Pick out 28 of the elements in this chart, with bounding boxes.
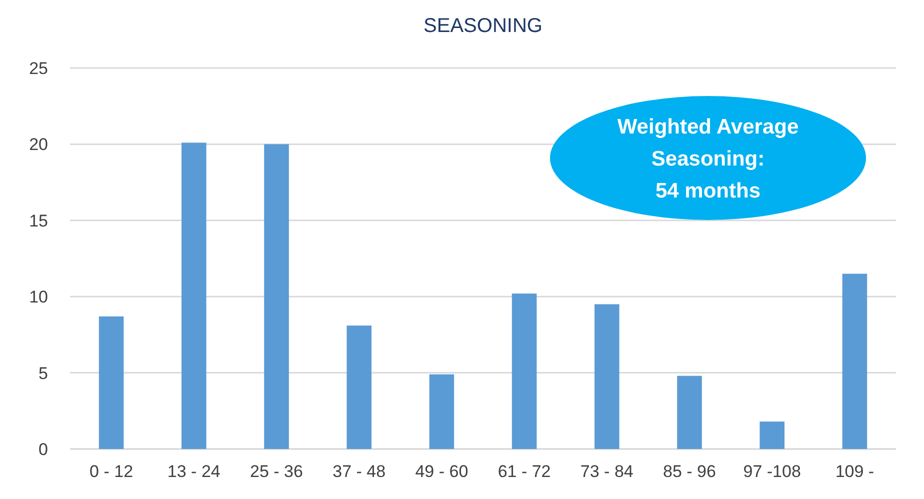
- bar: [677, 376, 702, 449]
- x-tick-label: 73 - 84: [580, 462, 634, 481]
- bar: [512, 294, 537, 449]
- bar: [182, 142, 206, 449]
- x-tick-label: 0 - 12: [90, 462, 134, 481]
- y-tick-label: 10: [29, 288, 48, 307]
- bar: [429, 374, 454, 449]
- x-tick-label: 25 - 36: [250, 462, 303, 481]
- annotation: Weighted Average Seasoning: 54 months: [617, 115, 799, 202]
- x-tick-label: 49 - 60: [415, 462, 468, 481]
- x-tick-label: 61 - 72: [498, 462, 551, 481]
- y-tick-label: 15: [29, 211, 48, 230]
- bar: [760, 422, 784, 449]
- x-tick-label: 85 - 96: [663, 462, 716, 481]
- x-tick-label: 109 -: [835, 462, 874, 481]
- bar: [264, 144, 289, 449]
- bar: [842, 274, 868, 449]
- y-tick-label: 5: [38, 364, 48, 383]
- x-tick-label: 97 -108: [743, 462, 801, 481]
- chart-title: SEASONING: [424, 15, 542, 37]
- bar: [346, 326, 372, 449]
- y-tick-label: 25: [29, 58, 48, 78]
- x-tick-label: 37 - 48: [332, 462, 386, 481]
- y-tick-label: 0: [38, 440, 48, 459]
- y-tick-label: 20: [29, 135, 48, 154]
- bar: [98, 316, 124, 449]
- x-tick-label: 13 - 24: [167, 462, 220, 481]
- bar: [594, 304, 620, 449]
